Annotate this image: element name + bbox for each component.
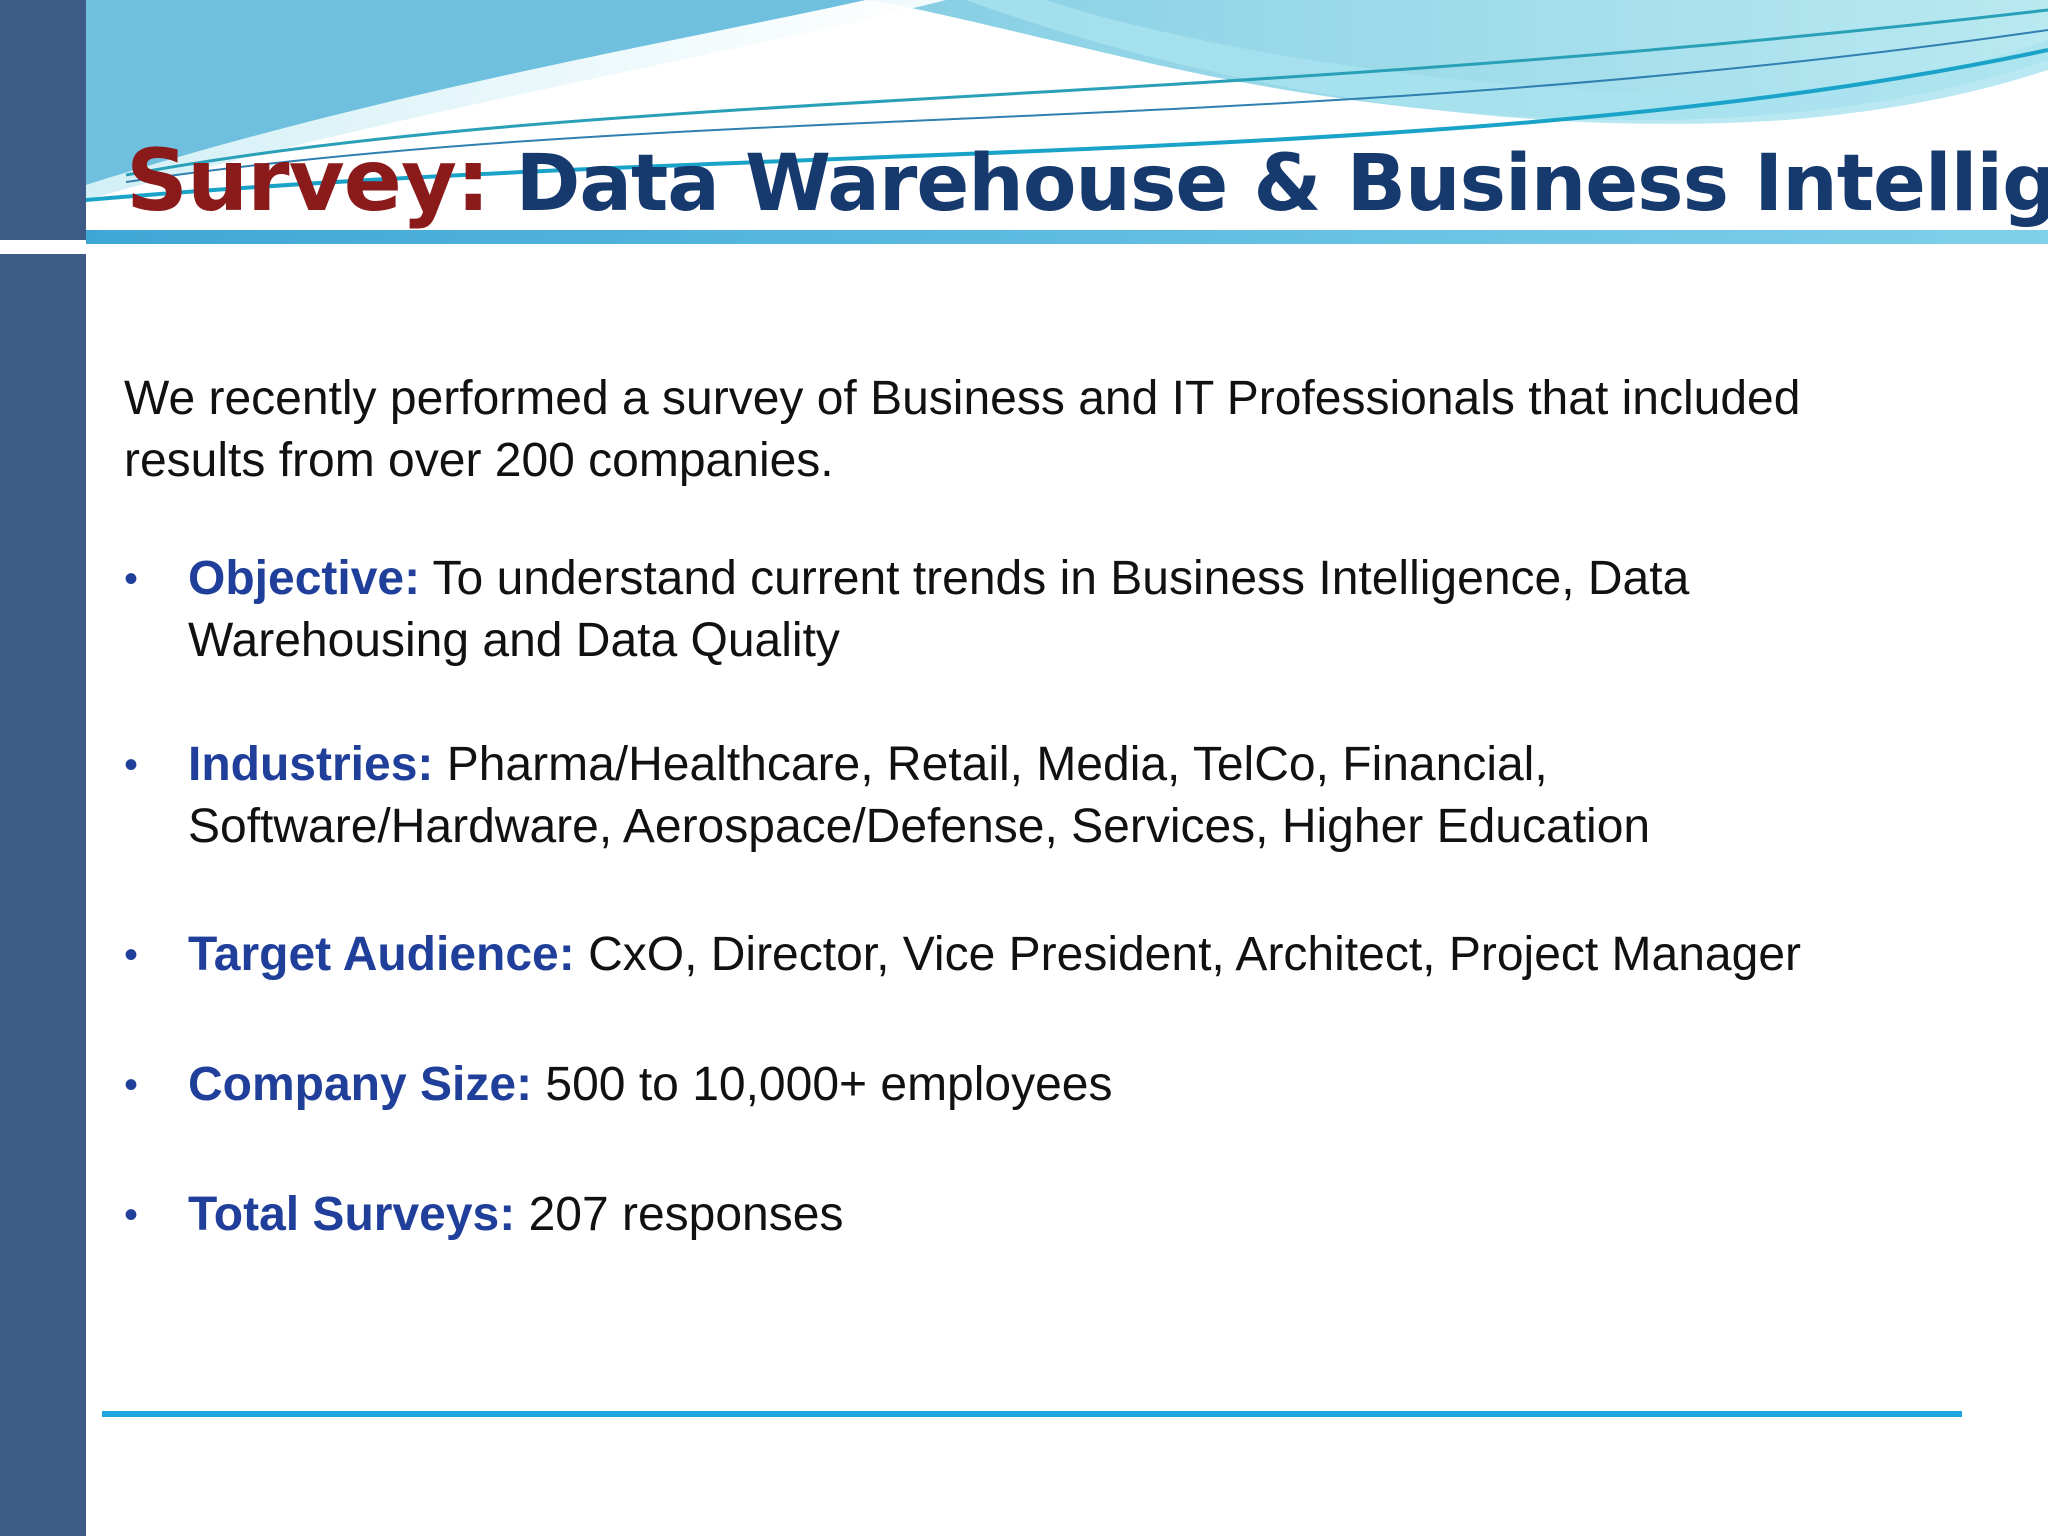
bullet-icon: • xyxy=(124,1193,139,1237)
bullet-label: Company Size: xyxy=(188,1058,533,1111)
bullet-icon: • xyxy=(124,933,139,977)
bullet-label: Total Surveys: xyxy=(188,1188,516,1241)
bullet-list: • Objective: To understand current trend… xyxy=(124,548,1954,1246)
sidebar-divider xyxy=(0,240,86,254)
left-sidebar-bar xyxy=(0,0,86,1536)
bullet-company-size: • Company Size: 500 to 10,000+ employees xyxy=(124,1054,1954,1116)
bullet-objective: • Objective: To understand current trend… xyxy=(124,548,1954,672)
intro-paragraph: We recently performed a survey of Busine… xyxy=(124,372,1801,487)
bullet-text: 500 to 10,000+ employees xyxy=(545,1058,1113,1111)
footer-divider xyxy=(102,1411,1962,1417)
title-main: Data Warehouse & Business Intelligence xyxy=(515,139,2048,229)
bullet-text: CxO, Director, Vice President, Architect… xyxy=(588,928,1801,981)
bullet-icon: • xyxy=(124,743,139,787)
bullet-industries: • Industries: Pharma/Healthcare, Retail,… xyxy=(124,734,1954,858)
bullet-text: 207 responses xyxy=(528,1188,844,1241)
slide-body: We recently performed a survey of Busine… xyxy=(124,368,1954,1246)
bullet-text: To understand current trends in Business… xyxy=(188,552,1690,667)
bullet-icon: • xyxy=(124,1063,139,1107)
bullet-icon: • xyxy=(124,557,139,601)
slide-title: Survey: Data Warehouse & Business Intell… xyxy=(126,138,2048,224)
bullet-label: Objective: xyxy=(188,552,421,605)
bullet-target-audience: • Target Audience: CxO, Director, Vice P… xyxy=(124,924,1954,986)
bullet-label: Industries: xyxy=(188,738,434,791)
bullet-text: Pharma/Healthcare, Retail, Media, TelCo,… xyxy=(188,738,1651,853)
header-wave-decoration xyxy=(86,0,2048,256)
bullet-label: Target Audience: xyxy=(188,928,575,981)
bullet-total-surveys: • Total Surveys: 207 responses xyxy=(124,1184,1954,1246)
title-accent: Survey: xyxy=(126,131,490,231)
